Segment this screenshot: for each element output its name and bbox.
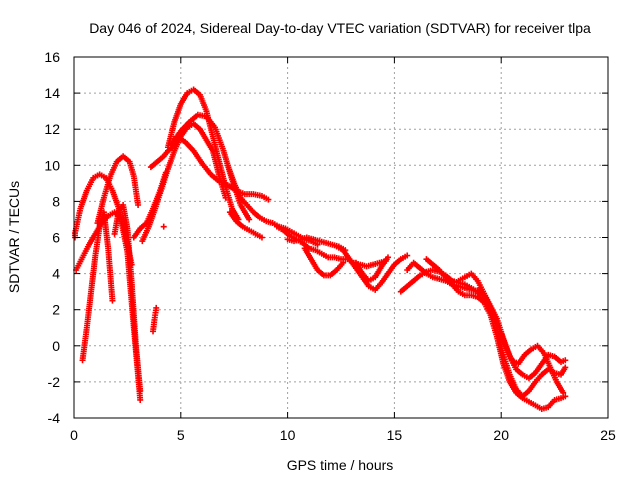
grid <box>74 57 608 418</box>
data-point <box>160 223 167 230</box>
series-track-24 <box>150 304 160 335</box>
data-point <box>404 252 411 259</box>
series-track-4 <box>94 153 142 227</box>
series-track-16 <box>352 254 391 284</box>
data-point <box>173 138 180 145</box>
data-point <box>153 304 160 311</box>
x-tick-label: 5 <box>177 427 185 443</box>
data-point <box>562 364 569 371</box>
series-track-11 <box>226 209 265 241</box>
y-tick-label: 16 <box>44 49 60 65</box>
x-tick-label: 25 <box>600 427 616 443</box>
y-tick-label: 2 <box>52 302 60 318</box>
series-track-15 <box>333 243 411 293</box>
series-track-5 <box>111 202 144 394</box>
y-tick-label: 6 <box>52 230 60 246</box>
series-track-25 <box>160 223 167 230</box>
y-tick-label: -4 <box>48 410 61 426</box>
data-point <box>560 389 567 396</box>
series-track-14 <box>301 245 347 279</box>
y-tick-label: 12 <box>44 121 60 137</box>
series-track-22 <box>130 169 169 241</box>
data-point <box>137 387 144 394</box>
y-tick-label: 8 <box>52 193 60 209</box>
series-track-7 <box>164 86 242 223</box>
series-track-23 <box>147 138 180 171</box>
data-point <box>340 259 347 266</box>
y-tick-label: 14 <box>44 85 60 101</box>
series-track-18 <box>404 259 481 295</box>
data-series <box>72 86 569 412</box>
data-point <box>562 357 569 364</box>
data-point <box>162 169 169 176</box>
series-track-21 <box>476 285 567 396</box>
x-axis-title: GPS time / hours <box>287 457 394 473</box>
y-tick-label: 4 <box>52 266 60 282</box>
x-tick-label: 15 <box>387 427 403 443</box>
x-tick-label: 20 <box>493 427 509 443</box>
data-point <box>135 202 142 209</box>
y-axis-title: SDTVAR / TECUs <box>6 181 22 293</box>
data-point <box>265 196 272 203</box>
data-point <box>246 216 253 223</box>
data-point <box>137 396 144 403</box>
series-track-19 <box>423 256 569 412</box>
x-tick-label: 10 <box>280 427 296 443</box>
data-point <box>109 297 116 304</box>
y-tick-label: -2 <box>48 374 61 390</box>
y-tick-label: 10 <box>44 157 60 173</box>
series-track-3 <box>79 209 116 364</box>
data-point <box>258 234 265 241</box>
x-tick-label: 0 <box>70 427 78 443</box>
data-point <box>562 393 569 400</box>
data-point <box>384 254 391 261</box>
axis-ticks: 0 5 10 15 20 25 -4 -2 0 2 4 6 8 10 12 14 16 <box>44 49 616 443</box>
y-tick-label: 0 <box>52 338 60 354</box>
chart-title: Day 046 of 2024, Sidereal Day-to-day VTE… <box>89 20 591 36</box>
